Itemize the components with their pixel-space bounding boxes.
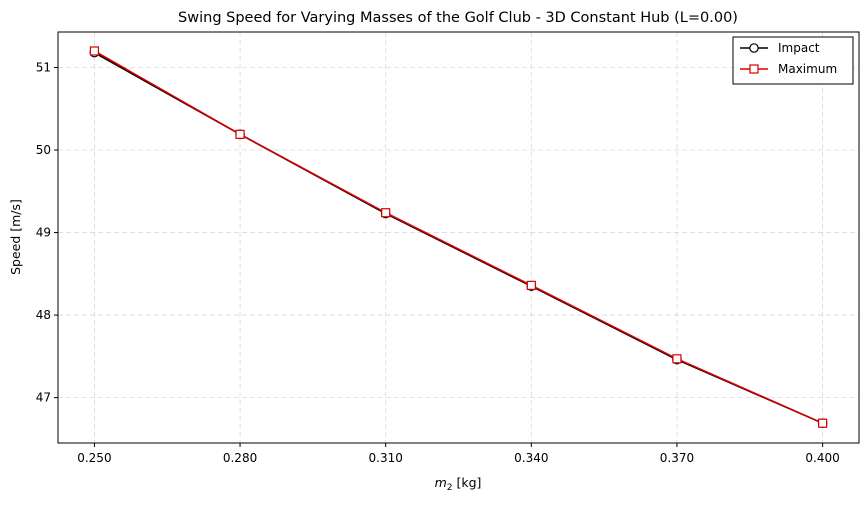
chart-title: Swing Speed for Varying Masses of the Go…	[178, 10, 738, 26]
series-line-impact	[94, 51, 823, 424]
plot-frame	[57, 31, 860, 444]
y-tick-label: 48	[36, 308, 51, 322]
x-tick-label: 0.280	[223, 451, 257, 465]
x-tick-label: 0.370	[660, 451, 694, 465]
x-axis-label: m2 [kg]	[435, 475, 482, 493]
x-axis-label-unit: [kg]	[453, 475, 482, 490]
data-point-maximum	[381, 208, 391, 218]
x-axis-label-subscript: 2	[447, 483, 453, 493]
x-tick-label: 0.250	[77, 451, 111, 465]
legend-entry-impact: Impact	[740, 41, 820, 55]
legend-marker-maximum	[749, 64, 759, 74]
series-layer	[89, 46, 828, 428]
y-tick-label: 51	[36, 60, 51, 74]
legend-label-maximum: Maximum	[778, 62, 837, 76]
y-axis-ticks: 47 48 49 50 51	[36, 60, 58, 405]
legend: Impact Maximum	[732, 36, 854, 85]
data-point-maximum	[89, 46, 100, 56]
series-line-maximum	[94, 50, 823, 424]
x-axis-ticks: 0.250 0.280 0.310 0.340 0.370 0.400	[77, 443, 840, 465]
data-point-maximum	[526, 280, 536, 290]
series-maximum	[89, 46, 828, 428]
legend-marker-impact	[749, 43, 759, 53]
series-impact	[89, 47, 828, 428]
x-tick-label: 0.340	[514, 451, 548, 465]
y-tick-label: 47	[36, 391, 51, 405]
y-axis-label: Speed [m/s]	[8, 199, 23, 275]
y-tick-label: 50	[36, 143, 51, 157]
data-point-maximum	[817, 418, 828, 428]
y-tick-label: 49	[36, 226, 51, 240]
legend-entry-maximum: Maximum	[740, 62, 837, 76]
data-point-maximum	[235, 129, 245, 139]
x-tick-label: 0.310	[369, 451, 403, 465]
x-axis-label-base: m	[435, 475, 447, 490]
x-tick-label: 0.400	[805, 451, 839, 465]
grid-lines	[58, 32, 859, 443]
data-point-maximum	[672, 354, 682, 364]
legend-label-impact: Impact	[778, 41, 820, 55]
